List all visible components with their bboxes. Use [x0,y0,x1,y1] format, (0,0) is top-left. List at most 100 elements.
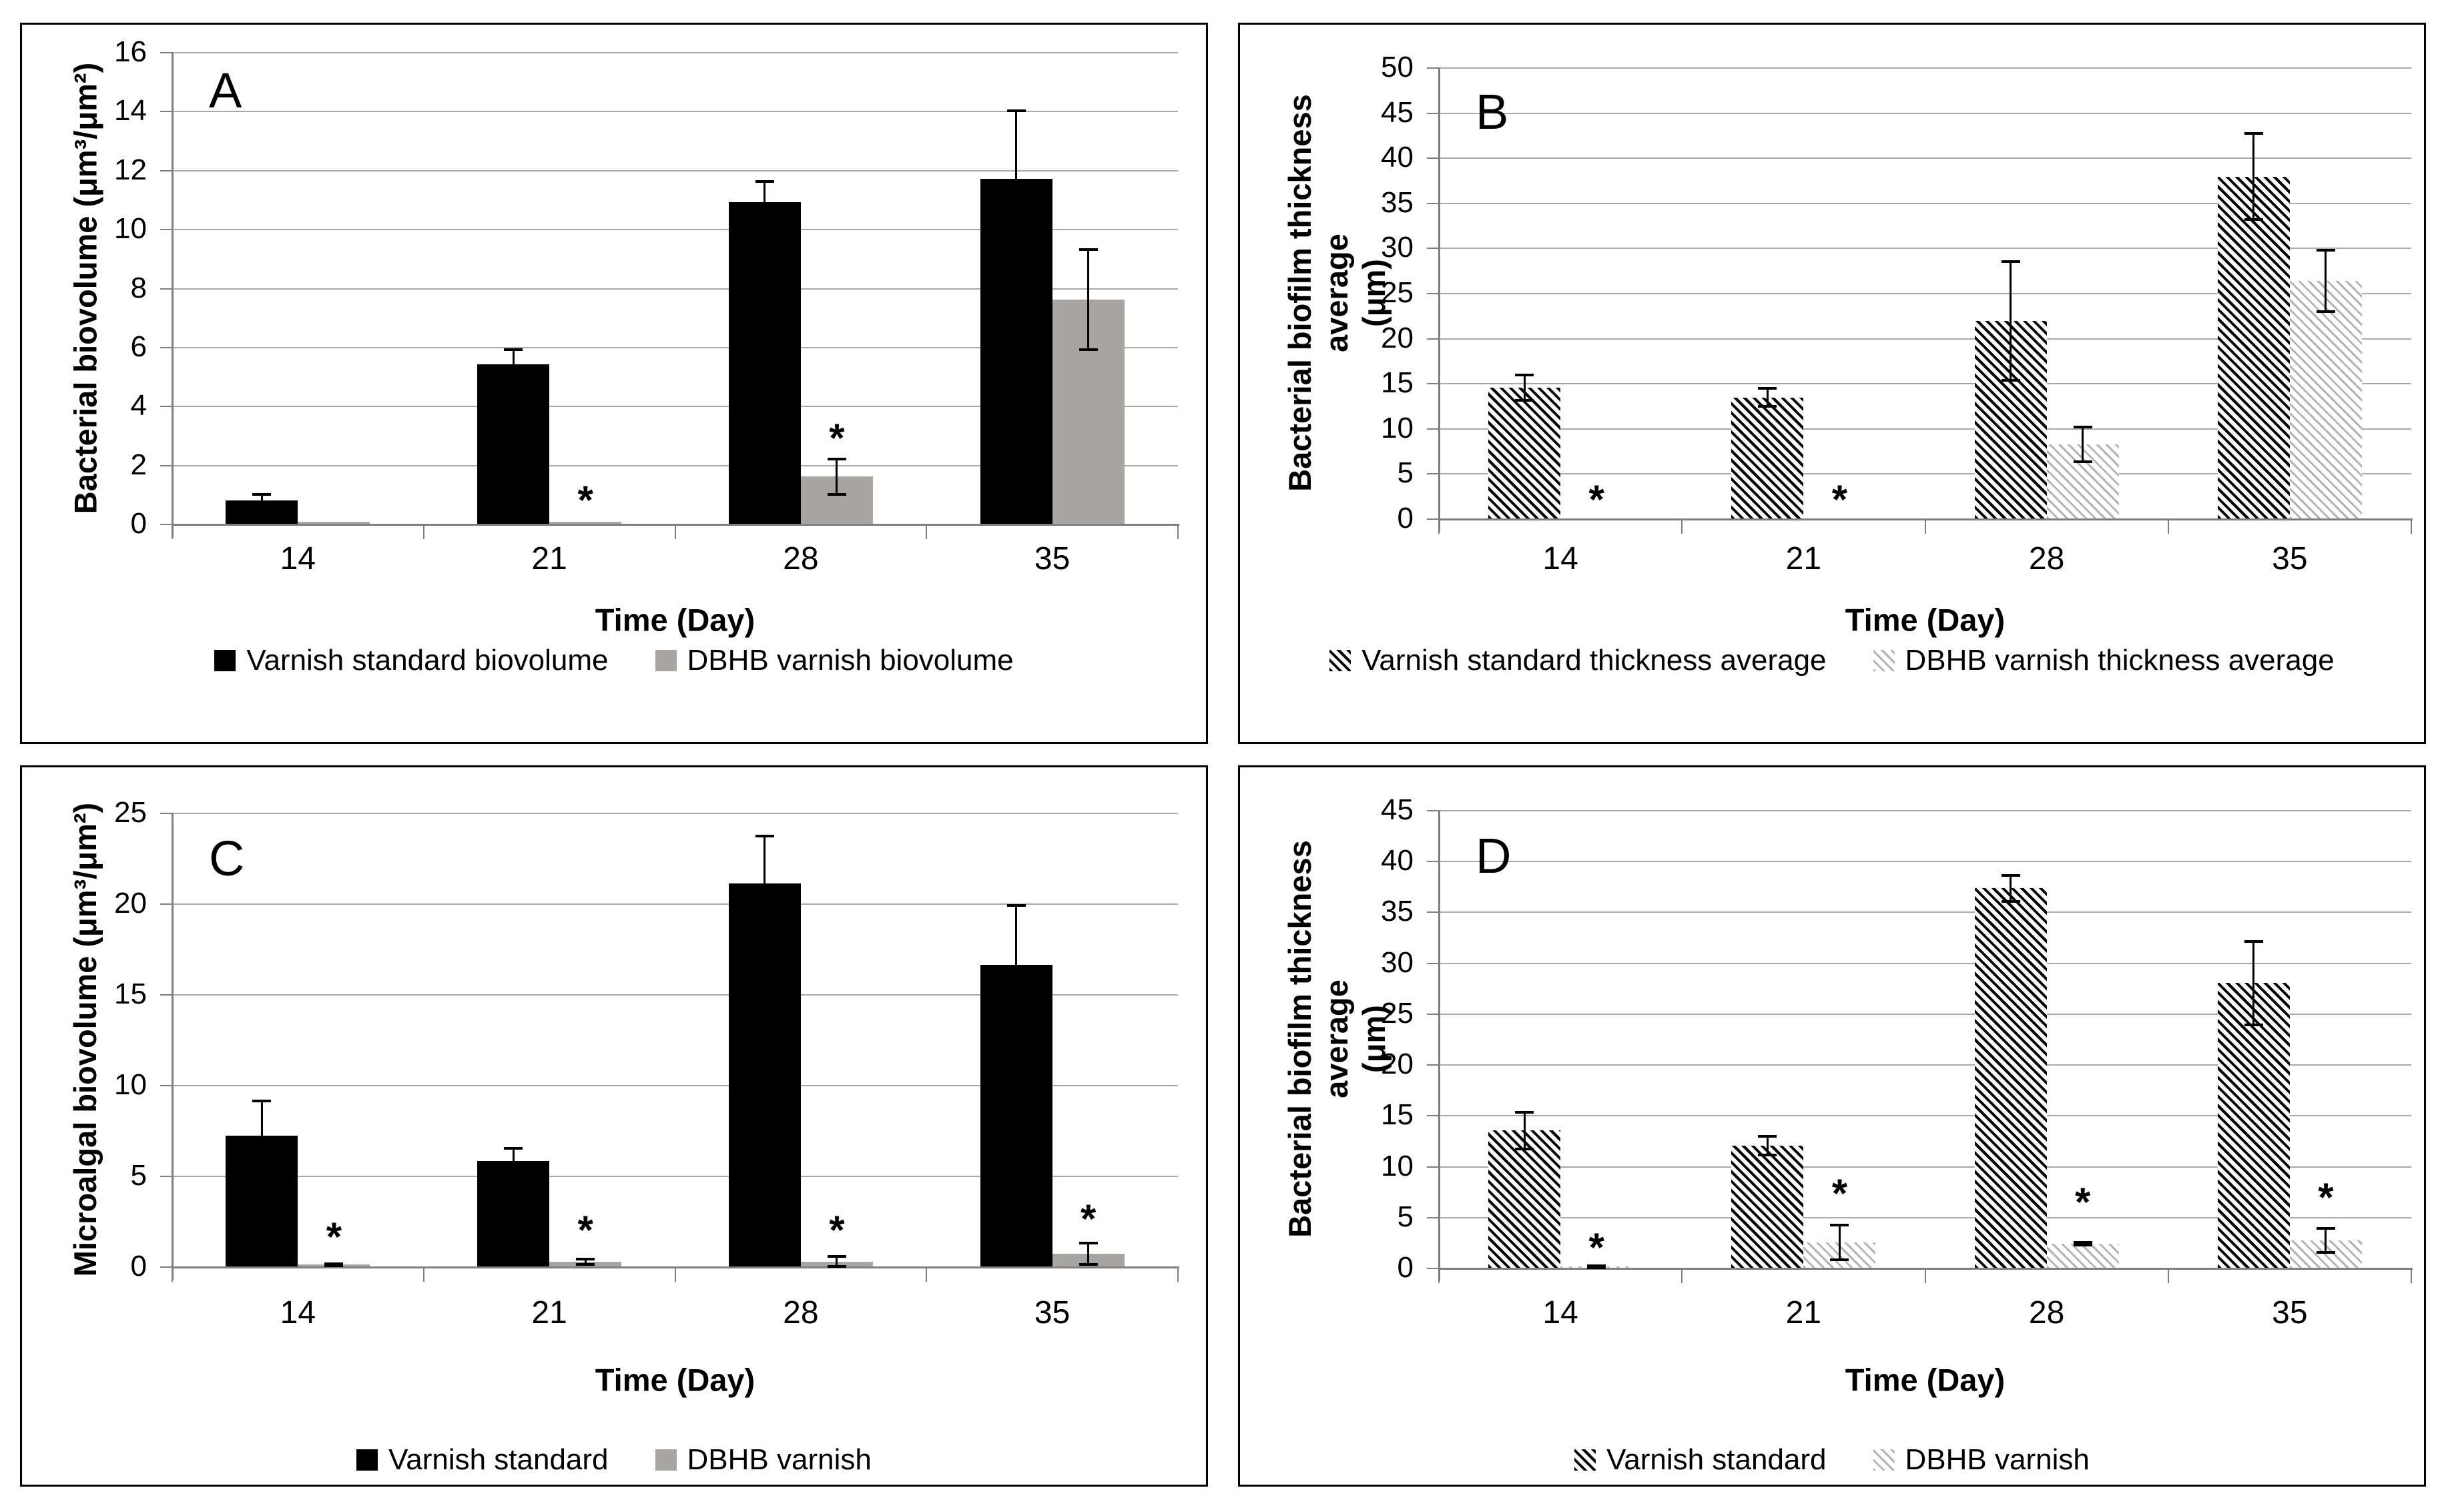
error-bar-cap [1006,109,1026,113]
legend-marker-hatch-dark [1574,1449,1596,1471]
error-bar [260,1101,263,1170]
error-bar [2082,1242,2084,1246]
x-axis-title: Time (Day) [1845,1362,2006,1398]
x-axis-tick [1438,1270,1440,1283]
bar-dbhb-varnish [549,521,622,524]
gridline [172,346,1178,348]
legend-label: Varnish standard [1606,1443,1827,1476]
gridline [172,288,1178,290]
error-bar [512,1148,515,1174]
gridline [172,903,1178,905]
x-axis-line [1439,518,2413,520]
error-bar-cap [504,378,523,381]
error-bar-cap [2001,379,2020,382]
legend-label: DBHB varnish biovolume [687,644,1014,677]
significance-asterisk: * [829,415,845,460]
y-tick-label: 5 [1397,1200,1414,1233]
y-axis-tick [1427,1115,1439,1117]
y-axis-title: Microalgal biovolume (μm³/μm²) [67,793,104,1286]
y-axis-title: Bacterial biofilm thickness average (μm) [1281,47,1392,538]
error-bar [1015,905,1018,1026]
error-bar-cap [2316,310,2335,314]
y-axis-tick [160,813,172,814]
error-bar [1766,1136,1769,1155]
error-bar-cap [1830,1223,1849,1226]
error-bar-cap [2244,1023,2263,1026]
x-axis-tick [674,526,676,539]
x-axis-tick [1924,1270,1926,1283]
y-axis-tick [160,111,172,113]
legend-label: Varnish standard [388,1443,609,1476]
x-axis-title: Time (Day) [595,602,755,638]
x-tick-label: 35 [2272,1295,2308,1331]
y-tick-label: 6 [130,330,147,363]
error-bar [763,181,766,224]
significance-asterisk: * [577,1207,593,1252]
y-tick-label: 25 [1381,276,1414,309]
error-bar-cap [1587,1264,1606,1267]
y-axis-title: Bacterial biofilm thickness average (μm) [1281,790,1392,1288]
significance-asterisk: * [1831,1170,1848,1216]
x-tick-label: 28 [783,1295,819,1331]
legend-item: DBHB varnish thickness average [1873,646,2335,675]
gridline [1439,473,2411,475]
error-bar-cap [755,929,774,932]
error-bar-cap [1006,1024,1026,1027]
gridline [172,813,1178,814]
gridline [1439,293,2411,294]
bar-varnish-standard [1974,888,2047,1268]
y-tick-label: 35 [1381,185,1414,219]
y-tick-label: 0 [130,1250,147,1282]
bar-varnish-standard [1731,397,1804,518]
gridline [1439,67,2411,69]
gridline [172,994,1178,996]
legend: Varnish standard DBHB varnish [1240,1445,2424,1475]
error-bar [1523,1112,1526,1149]
y-tick-label: 40 [1381,141,1414,174]
legend-label: Varnish standard biovolume [246,644,609,677]
y-axis-title-line: Bacterial biofilm thickness average [1282,840,1355,1238]
error-bar-cap [2244,939,2263,943]
bar-dbhb-varnish [298,521,370,524]
x-axis-tick [172,1268,173,1282]
y-tick-label: 2 [130,448,147,481]
gridline [1439,1216,2411,1218]
y-axis-title-line: (μm) [1355,1005,1392,1073]
y-axis-tick [160,52,172,53]
legend-marker-hatch-dark [1329,650,1351,671]
legend-label: DBHB varnish thickness average [1905,644,2335,677]
y-axis-tick [1427,1166,1439,1168]
significance-asterisk: * [1588,1224,1604,1270]
y-axis-tick [1427,202,1439,204]
legend-label: DBHB varnish [1905,1443,2090,1476]
legend-marker-solid-gray [655,1449,677,1471]
y-axis-tick [160,169,172,171]
error-bar-cap [827,1265,846,1268]
legend-item: Varnish standard [1574,1443,1827,1476]
error-bar-cap [1515,374,1534,377]
gridline [172,111,1178,113]
legend-label: DBHB varnish [687,1443,872,1476]
x-tick-label: 14 [1542,541,1578,577]
y-axis-tick [1427,518,1439,520]
y-tick-label: 10 [114,212,147,246]
y-axis-tick [160,288,172,290]
x-axis-tick [1438,520,1440,534]
error-bar-cap [504,1172,523,1176]
bar-dbhb-varnish [2289,281,2362,518]
error-bar-cap [576,1258,595,1261]
x-axis-tick [2167,1270,2169,1283]
significance-asterisk: * [577,477,593,522]
y-tick-label: 30 [1381,946,1414,979]
significance-asterisk: * [1588,476,1604,522]
bar-varnish-standard [1731,1146,1804,1268]
gridline [1439,1115,2411,1117]
y-tick-label: 45 [1381,793,1414,826]
legend-item: DBHB varnish biovolume [655,646,1014,675]
legend-label: Varnish standard thickness average [1361,644,1827,677]
panel-letter: C [209,831,245,886]
error-bar [2325,1228,2327,1253]
x-tick-label: 21 [1785,541,1822,577]
error-bar-cap [755,180,774,183]
y-axis-tick [1427,1064,1439,1066]
